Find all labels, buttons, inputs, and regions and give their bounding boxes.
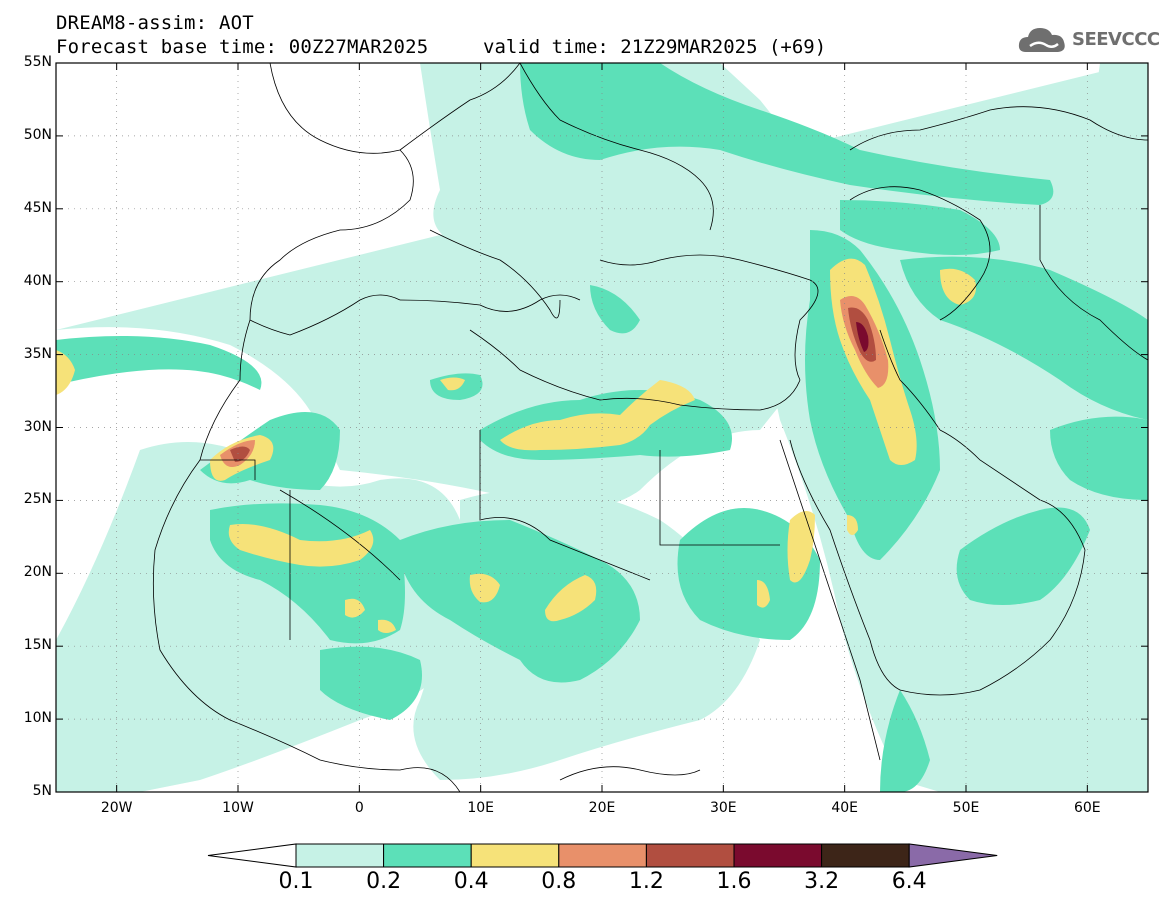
lon-label: 10W [222, 800, 254, 816]
colorbar [207, 843, 998, 868]
lon-label: 10E [467, 800, 494, 816]
lat-label: 20N [23, 564, 52, 581]
lat-label: 30N [23, 418, 52, 435]
colorbar-segment [733, 843, 823, 868]
colorbar-segment [470, 843, 560, 868]
lat-label: 25N [23, 491, 52, 508]
colorbar-label: 1.6 [716, 869, 752, 894]
cloud-icon [1018, 28, 1065, 52]
colorbar-label: 1.2 [628, 869, 664, 894]
lat-label: 55N [23, 54, 52, 70]
lat-label: 45N [23, 199, 52, 216]
aot-field [56, 63, 1148, 792]
lon-label: 60E [1073, 800, 1101, 816]
axis-ticks [56, 62, 1148, 793]
lat-label: 35N [23, 345, 52, 362]
chart-title: DREAM8-assim: AOT [56, 12, 254, 34]
colorbar-label: 0.2 [366, 869, 402, 894]
colorbar-segment [558, 843, 647, 868]
colorbar-segment [645, 843, 735, 868]
forecast-base-time: Forecast base time: 00Z27MAR2025 [56, 36, 429, 58]
colorbar-high-arrow [908, 843, 998, 868]
colorbar-segment [295, 843, 385, 868]
colorbar-label: 6.4 [891, 869, 927, 894]
lon-label: 20W [100, 800, 133, 816]
lat-label: 10N [23, 710, 52, 727]
colorbar-segment [821, 843, 910, 868]
lat-label: 40N [23, 272, 52, 289]
seevccc-logo: SEEVCCC [1018, 24, 1160, 58]
lon-label: 0 [354, 800, 364, 816]
lat-label: 5N [32, 783, 52, 799]
colorbar-label: 0.1 [278, 869, 314, 894]
colorbar-label: 0.8 [541, 869, 577, 894]
colorbar-label: 0.4 [453, 869, 489, 894]
lon-label: 30E [709, 800, 737, 816]
colorbar-low-arrow [207, 843, 297, 868]
lat-label: 15N [23, 637, 52, 654]
lon-label: 40E [831, 800, 858, 816]
lon-label: 20E [588, 800, 616, 816]
lat-label: 50N [23, 126, 52, 143]
lon-label: 50E [952, 800, 980, 816]
logo-text: SEEVCCC [1072, 29, 1160, 50]
colorbar-label: 3.2 [804, 869, 840, 894]
colorbar-segment [383, 843, 472, 868]
valid-time: valid time: 21Z29MAR2025 (+69) [483, 36, 827, 58]
